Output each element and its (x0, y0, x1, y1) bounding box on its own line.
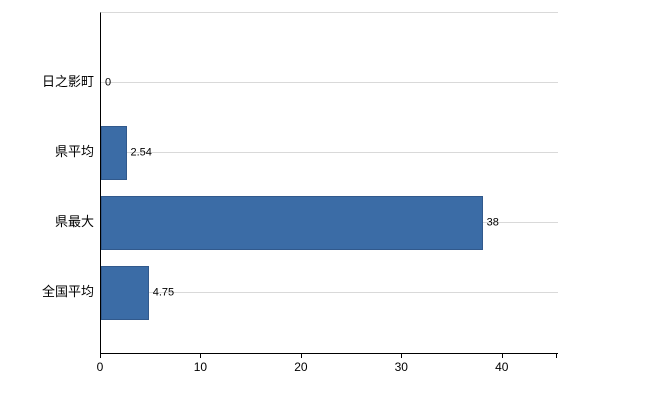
value-label: 38 (486, 216, 499, 229)
x-tick-label: 10 (193, 360, 208, 374)
x-tick (200, 353, 202, 358)
x-tick-label: 40 (495, 360, 509, 374)
x-tick (501, 353, 503, 358)
x-tick (300, 353, 302, 358)
gridline (101, 292, 558, 294)
value-label: 0 (105, 76, 112, 89)
x-tick-end (556, 353, 557, 358)
value-label: 2.54 (130, 146, 152, 159)
x-tick-label: 30 (394, 360, 408, 374)
x-tick-label: 0 (96, 360, 104, 374)
x-axis: 0 10 20 30 40 (96, 353, 557, 383)
bar (101, 265, 149, 320)
x-tick (100, 353, 101, 358)
value-label: 4.75 (152, 286, 175, 299)
category-label: 日之影町 (41, 73, 94, 89)
category-label: 県平均 (54, 143, 94, 159)
x-tick-label: 20 (294, 360, 308, 374)
category-label: 県最大 (54, 213, 94, 229)
gridline (101, 152, 558, 154)
bar (101, 125, 127, 180)
category-labels: 日之影町県平均県最大全国平均 (0, 12, 94, 352)
gridline (101, 82, 558, 84)
plot-area: 0 2.54 38 4.75 (100, 12, 558, 354)
category-label: 全国平均 (41, 283, 94, 299)
x-tick (401, 353, 403, 358)
bar (101, 195, 483, 250)
